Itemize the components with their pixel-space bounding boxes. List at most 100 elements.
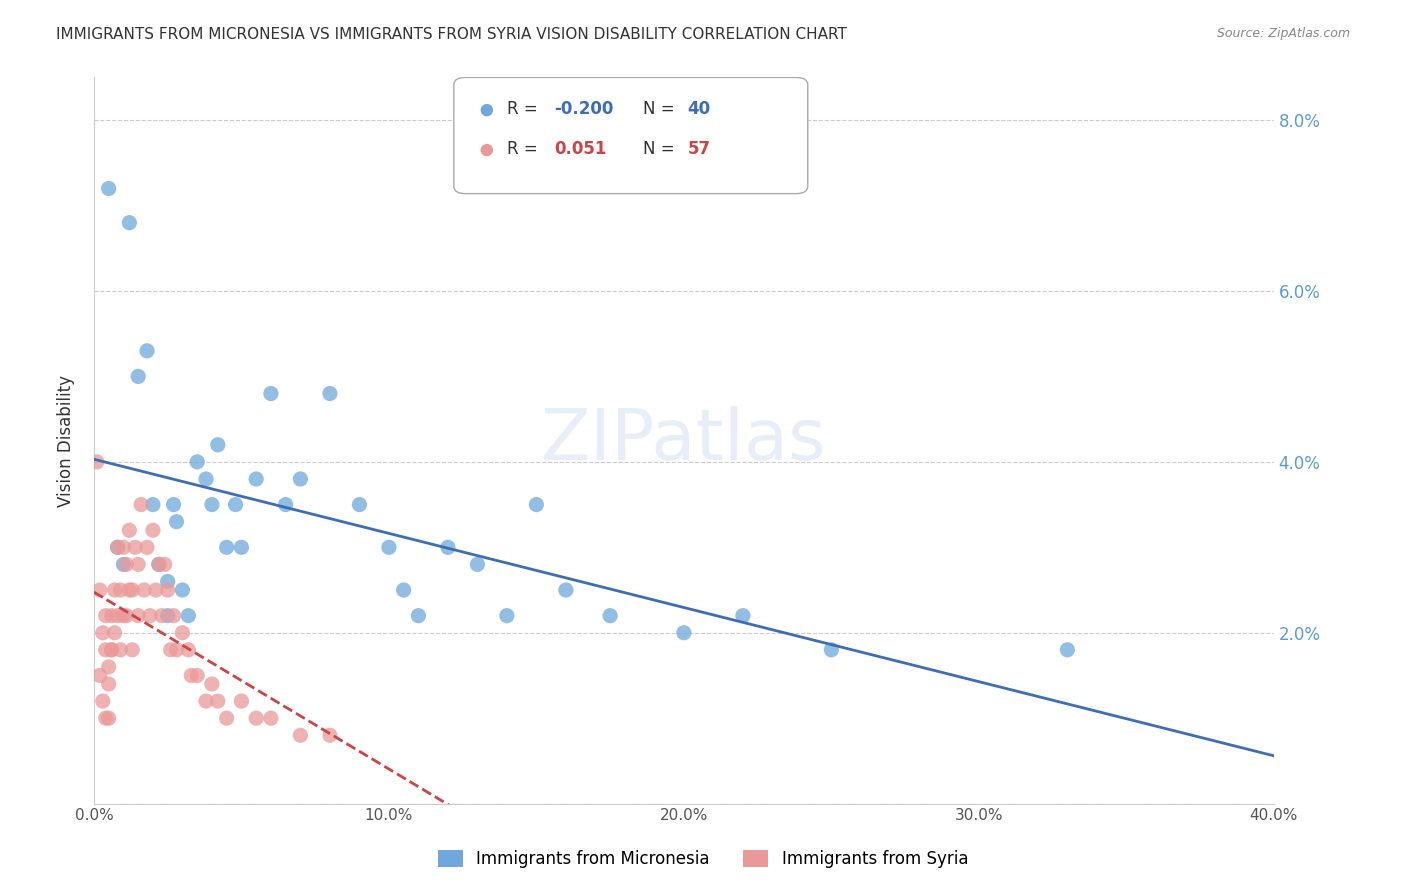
Point (1056, 643, 1078, 657)
Point (437, 541, 460, 555)
Point (148, 558, 170, 572)
Text: 40: 40 (688, 100, 710, 118)
Point (103, 582, 125, 597)
Point (172, 582, 194, 597)
Point (201, 677, 224, 691)
Point (91, 694, 114, 708)
Point (94, 608, 117, 623)
Point (97, 711, 120, 725)
Point (97, 181, 120, 195)
Text: 57: 57 (688, 140, 710, 158)
Text: Source: ZipAtlas.com: Source: ZipAtlas.com (1216, 27, 1350, 40)
Point (260, 386, 283, 401)
Point (290, 472, 312, 486)
Point (94, 711, 117, 725)
Point (129, 498, 152, 512)
Point (127, 369, 149, 384)
Point (115, 558, 138, 572)
Point (672, 625, 695, 640)
Text: R =: R = (508, 100, 543, 118)
Point (162, 498, 184, 512)
Point (107, 541, 129, 555)
Point (186, 668, 208, 682)
Text: IMMIGRANTS FROM MICRONESIA VS IMMIGRANTS FROM SYRIA VISION DISABILITY CORRELATIO: IMMIGRANTS FROM MICRONESIA VS IMMIGRANTS… (56, 27, 846, 42)
Point (97, 677, 120, 691)
Point (148, 558, 170, 572)
Text: N =: N = (643, 100, 679, 118)
Y-axis label: Vision Disability: Vision Disability (58, 375, 75, 507)
Point (290, 728, 312, 742)
Point (103, 625, 125, 640)
Point (139, 608, 162, 623)
Point (121, 582, 143, 597)
Point (145, 582, 167, 597)
Point (408, 608, 430, 623)
Point (554, 582, 576, 597)
Point (186, 455, 208, 469)
Point (245, 472, 267, 486)
Point (201, 498, 224, 512)
Point (166, 643, 188, 657)
Point (86, 455, 108, 469)
Point (132, 582, 155, 597)
Point (127, 558, 149, 572)
Text: 0.051: 0.051 (554, 140, 606, 158)
Point (180, 668, 202, 682)
Point (91, 625, 114, 640)
Point (121, 643, 143, 657)
Point (166, 515, 188, 529)
Point (215, 541, 238, 555)
Point (112, 608, 135, 623)
Point (100, 608, 122, 623)
Point (115, 608, 138, 623)
Text: ZIPatlas: ZIPatlas (541, 406, 827, 475)
Point (110, 643, 132, 657)
Point (496, 608, 519, 623)
Point (231, 541, 253, 555)
Point (127, 608, 149, 623)
Point (215, 711, 238, 725)
Point (159, 643, 181, 657)
Point (142, 523, 165, 537)
Point (172, 625, 194, 640)
Point (245, 711, 267, 725)
Point (118, 582, 141, 597)
Point (225, 498, 247, 512)
FancyBboxPatch shape (454, 78, 808, 194)
Point (274, 498, 297, 512)
Point (820, 643, 842, 657)
Point (142, 498, 165, 512)
Point (153, 558, 176, 572)
Point (195, 694, 218, 708)
Point (207, 694, 229, 708)
Point (156, 608, 179, 623)
Point (107, 608, 129, 623)
Point (319, 728, 342, 742)
Point (100, 643, 122, 657)
Point (526, 498, 548, 512)
Point (599, 608, 621, 623)
Point (260, 711, 283, 725)
Point (89, 582, 111, 597)
Point (156, 582, 179, 597)
Point (150, 608, 173, 623)
Point (100, 643, 122, 657)
Text: R =: R = (508, 140, 543, 158)
Point (378, 541, 401, 555)
Legend: Immigrants from Micronesia, Immigrants from Syria: Immigrants from Micronesia, Immigrants f… (432, 843, 974, 875)
Point (112, 558, 135, 572)
Point (136, 343, 159, 358)
Point (319, 386, 342, 401)
Point (231, 694, 253, 708)
Point (97, 660, 120, 674)
Point (89, 668, 111, 682)
Point (156, 574, 179, 589)
Point (195, 472, 218, 486)
Text: N =: N = (643, 140, 679, 158)
Point (118, 216, 141, 230)
Point (136, 541, 159, 555)
Point (392, 582, 415, 597)
Point (124, 541, 146, 555)
Point (177, 643, 200, 657)
Point (467, 558, 489, 572)
